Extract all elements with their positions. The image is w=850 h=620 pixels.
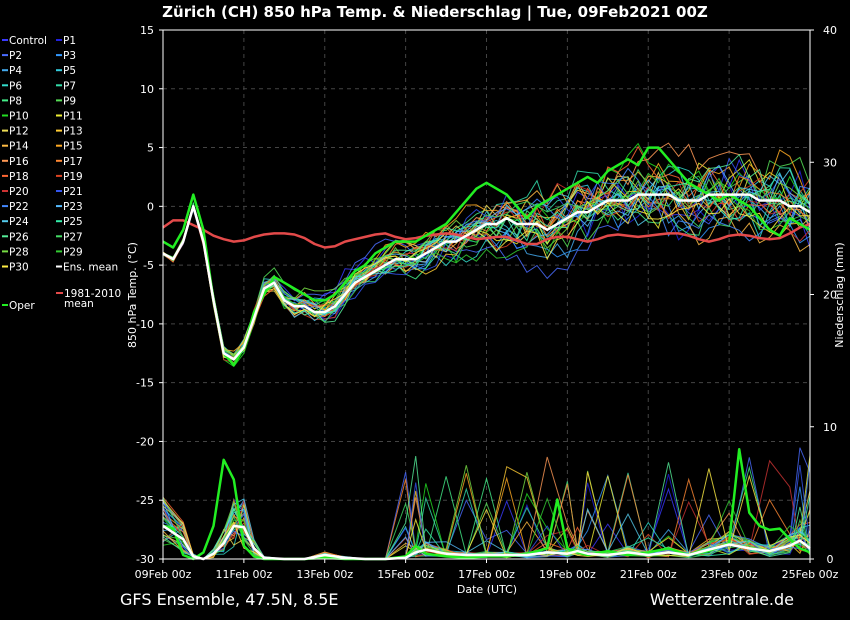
legend-label: P22	[9, 201, 29, 213]
y-axis-label: 850 hPa Temp. (°C)	[126, 242, 139, 348]
legend-label: P3	[63, 50, 76, 62]
legend-label: P12	[9, 126, 29, 138]
legend-label: P15	[63, 141, 83, 153]
legend-label: Control	[9, 35, 47, 47]
legend-label: P9	[63, 95, 76, 107]
chart-title: Zürich (CH) 850 hPa Temp. & Niederschlag…	[162, 3, 708, 22]
y2-tick-label: 40	[823, 24, 837, 37]
legend-label: P19	[63, 171, 83, 183]
y2-tick-label: 10	[823, 421, 837, 434]
axes: 09Feb 00z 11Feb 00z 13Feb 00z 15Feb 00z 17Fe…	[135, 24, 839, 581]
legend-label: P4	[9, 65, 22, 77]
series-line-ens-mean	[162, 193, 811, 361]
member-temp-line-P17	[162, 175, 811, 359]
y-tick-label: 10	[140, 83, 154, 96]
legend-label: P30	[9, 262, 29, 274]
y-tick-label: 15	[140, 24, 154, 37]
x-tick-label: 15Feb 00z	[377, 568, 434, 581]
x-tick-label: 25Feb 00z	[782, 568, 839, 581]
legend-label: P24	[9, 216, 29, 228]
legend-label: P11	[63, 111, 83, 123]
legend-label-climate-2: mean	[64, 298, 94, 310]
legend-label: P28	[9, 246, 29, 258]
y-tick-label: 0	[147, 200, 154, 213]
x-tick-label: 09Feb 00z	[135, 568, 192, 581]
y-tick-label: -30	[136, 553, 154, 566]
series-line-oper-precip	[162, 447, 811, 561]
legend-label: P13	[63, 126, 83, 138]
legend-label: P21	[63, 186, 83, 198]
plot-frame	[162, 29, 811, 560]
y-tick-label: -5	[143, 259, 154, 272]
x-tick-label: 11Feb 00z	[216, 568, 273, 581]
legend-label: P5	[63, 65, 76, 77]
legend-label-climate: 1981-2010	[64, 288, 121, 300]
legend-label: P7	[63, 80, 76, 92]
legend-label: P20	[9, 186, 29, 198]
x-axis-label: Date (UTC)	[457, 583, 517, 596]
y2-axis-label: Niederschlag (mm)	[833, 242, 846, 347]
legend-label: P25	[63, 216, 83, 228]
legend-label: P6	[9, 80, 22, 92]
member-temp-line-P22	[162, 167, 811, 361]
series-line-ens-mean-precip	[162, 524, 811, 561]
y2-tick-label: 20	[823, 289, 837, 302]
y-tick-label: -10	[136, 318, 154, 331]
legend-label: P17	[63, 156, 83, 168]
footer-model-info: GFS Ensemble, 47.5N, 8.5E	[120, 590, 339, 609]
legend-label: P16	[9, 156, 29, 168]
legend-label: P23	[63, 201, 83, 213]
legend-label: P8	[9, 95, 22, 107]
legend-label: P18	[9, 171, 29, 183]
y2-tick-label: 30	[823, 156, 837, 169]
y-tick-label: -20	[136, 435, 154, 448]
legend: Control P1 P2 P3 P4 P5 P6 P7 P8 P9 P10 P11 P12 P13 P14…	[2, 35, 121, 312]
legend-label-oper: Oper	[9, 300, 35, 312]
series-line-1981-2010-mean	[162, 219, 811, 249]
x-tick-label: 17Feb 00z	[458, 568, 515, 581]
x-tick-label: 23Feb 00z	[701, 568, 758, 581]
footer-source: Wetterzentrale.de	[650, 590, 794, 609]
legend-label: P10	[9, 111, 29, 123]
y2-tick-label: 0	[827, 553, 834, 566]
y-tick-label: -25	[136, 494, 154, 507]
x-tick-label: 19Feb 00z	[539, 568, 596, 581]
member-temp-line-P18	[162, 145, 811, 358]
legend-label: Ens. mean	[63, 262, 118, 274]
x-tick-label: 13Feb 00z	[296, 568, 353, 581]
x-tick-label: 21Feb 00z	[620, 568, 677, 581]
series-line-oper	[162, 146, 811, 367]
legend-label: P26	[9, 231, 29, 243]
y-tick-label: -15	[136, 377, 154, 390]
legend-label: P29	[63, 246, 83, 258]
highlighted-series	[162, 146, 811, 561]
y-tick-label: 5	[147, 142, 154, 155]
legend-label: P1	[63, 35, 76, 47]
legend-label: P27	[63, 231, 83, 243]
legend-label: P2	[9, 50, 22, 62]
legend-label: P14	[9, 141, 29, 153]
